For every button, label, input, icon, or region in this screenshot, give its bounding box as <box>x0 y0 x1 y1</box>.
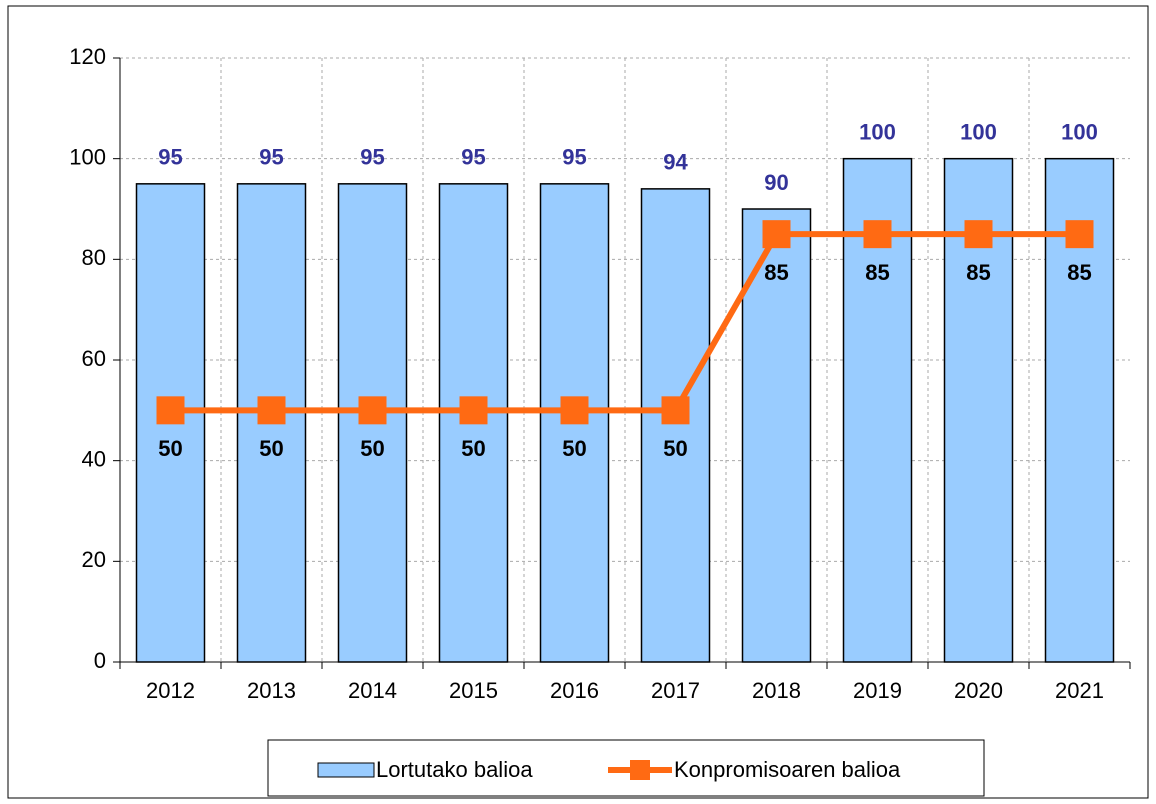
line-marker <box>762 220 791 249</box>
x-tick-label: 2021 <box>1055 678 1104 703</box>
x-tick-label: 2012 <box>146 678 195 703</box>
bar-value-label: 100 <box>1061 119 1098 144</box>
line-value-label: 85 <box>764 260 788 285</box>
line-value-label: 50 <box>562 436 586 461</box>
x-tick-label: 2019 <box>853 678 902 703</box>
line-marker <box>661 396 690 425</box>
x-tick-label: 2020 <box>954 678 1003 703</box>
y-tick-label: 80 <box>82 245 106 270</box>
y-tick-label: 20 <box>82 547 106 572</box>
line-value-label: 85 <box>966 260 990 285</box>
bar-value-label: 95 <box>360 145 384 170</box>
x-tick-label: 2014 <box>348 678 397 703</box>
legend-label: Lortutako balioa <box>376 757 533 782</box>
y-tick-label: 60 <box>82 346 106 371</box>
legend-label: Konpromisoaren balioa <box>674 757 901 782</box>
line-marker <box>863 220 892 249</box>
bar-value-label: 90 <box>764 170 788 195</box>
line-marker <box>156 396 185 425</box>
y-tick-label: 120 <box>69 44 106 69</box>
line-marker <box>358 396 387 425</box>
bar <box>741 208 812 663</box>
chart-frame <box>7 5 1149 799</box>
line-marker <box>560 396 589 425</box>
line-value-label: 50 <box>158 436 182 461</box>
line-value-label: 50 <box>663 436 687 461</box>
y-tick-label: 40 <box>82 446 106 471</box>
bar-value-label: 100 <box>859 119 896 144</box>
legend: Lortutako balioa Konpromisoaren balioa <box>267 739 985 797</box>
x-tick-label: 2016 <box>550 678 599 703</box>
line-marker <box>964 220 993 249</box>
line-value-label: 85 <box>865 260 889 285</box>
bar-value-label: 95 <box>158 145 182 170</box>
bar-value-label: 95 <box>461 145 485 170</box>
bar-value-label: 94 <box>663 150 688 175</box>
y-tick-label: 0 <box>94 648 106 673</box>
line-marker <box>1065 220 1094 249</box>
line-value-label: 85 <box>1067 260 1091 285</box>
legend-box <box>267 739 985 797</box>
x-tick-label: 2018 <box>752 678 801 703</box>
legend-swatch <box>317 762 375 778</box>
x-tick-label: 2013 <box>247 678 296 703</box>
line-value-label: 50 <box>360 436 384 461</box>
bar-value-label: 100 <box>960 119 997 144</box>
line <box>170 231 1080 414</box>
line-value-label: 50 <box>461 436 485 461</box>
bar <box>640 188 711 663</box>
bar-value-label: 95 <box>562 145 586 170</box>
line-marker <box>459 396 488 425</box>
line-marker <box>257 396 286 425</box>
y-tick-label: 100 <box>69 144 106 169</box>
legend-swatch <box>630 760 650 780</box>
x-tick-label: 2017 <box>651 678 700 703</box>
bar-value-label: 95 <box>259 145 283 170</box>
x-tick-label: 2015 <box>449 678 498 703</box>
line-value-label: 50 <box>259 436 283 461</box>
